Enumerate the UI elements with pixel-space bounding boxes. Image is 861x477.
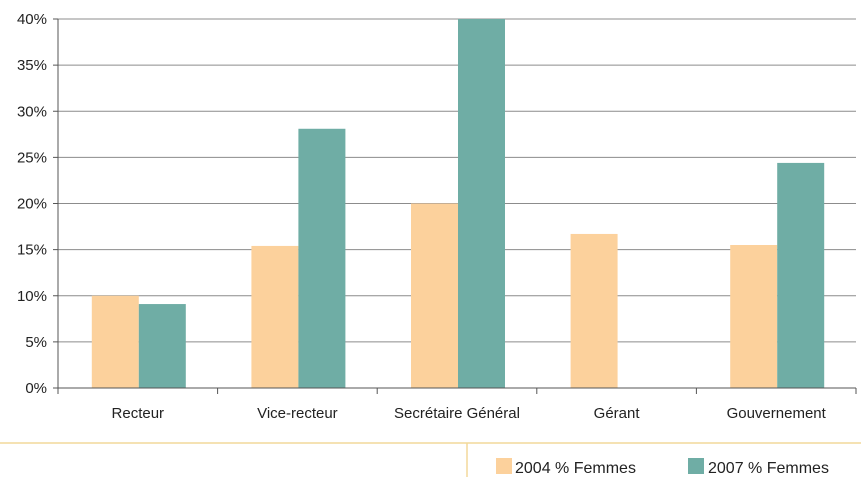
y-tick-label: 10% [17,288,47,305]
legend-swatch-1 [496,458,512,474]
bar-2007-recteur [138,304,186,388]
category-label: Vice-recteur [257,405,338,422]
axes [53,18,857,394]
legend-swatch-2 [688,458,704,474]
category-labels: Recteur Vice-recteur Secrétaire Général Gér… [112,405,827,422]
category-label: Gérant [594,405,641,422]
bar-2004-vice-recteur [251,245,299,388]
y-tick-labels: 0% 5% 10% 15% 20% 25% 30% 35% 40% [17,11,47,397]
bar-2004-gouvernement [730,245,778,388]
bar-2004-recteur [91,295,139,388]
legend: 2004 % Femmes 2007 % Femmes [0,442,861,477]
bar-2004-g-rant [570,233,618,388]
y-tick-label: 5% [25,334,47,351]
bar-2007-vice-recteur [298,128,346,388]
legend-label-2: 2007 % Femmes [708,460,829,477]
y-tick-label: 35% [17,57,47,74]
legend-label-1: 2004 % Femmes [515,460,636,477]
y-tick-label: 40% [17,11,47,28]
y-tick-label: 20% [17,196,47,213]
y-tick-label: 15% [17,242,47,259]
bars [91,19,825,388]
y-tick-label: 25% [17,149,47,166]
y-tick-label: 0% [25,380,47,397]
category-label: Gouvernement [727,405,827,422]
bar-2007-secr-taire-g-n-ral [458,19,505,388]
category-label: Recteur [112,405,165,422]
y-tick-label: 30% [17,103,47,120]
bar-2007-gouvernement [777,162,825,388]
bar-2004-secr-taire-g-n-ral [411,203,458,388]
category-label: Secrétaire Général [394,405,520,422]
